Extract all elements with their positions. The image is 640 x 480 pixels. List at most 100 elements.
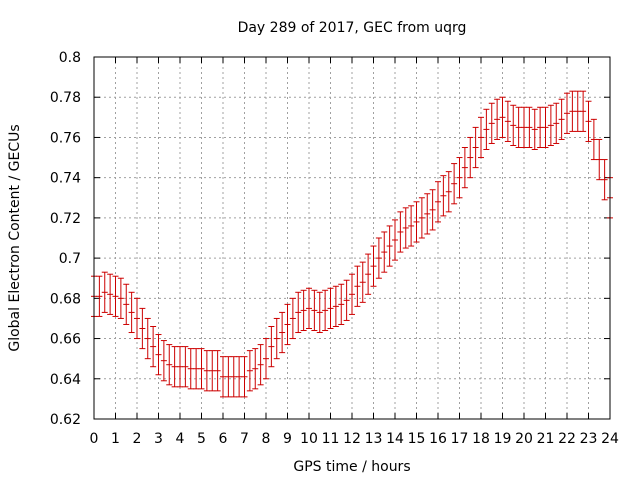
data-point [289, 297, 296, 340]
data-point [300, 289, 307, 332]
y-tick-label: 0.7 [59, 251, 81, 267]
data-point [182, 346, 189, 388]
data-point [273, 317, 280, 360]
y-axis-label: Global Electron Content / GECUs [7, 124, 23, 351]
data-point [311, 289, 318, 332]
x-tick-label: 14 [386, 431, 404, 447]
x-tick-label: 0 [90, 431, 99, 447]
y-tick-label: 0.76 [50, 130, 81, 146]
x-tick-label: 23 [580, 431, 598, 447]
data-point [160, 340, 167, 382]
data-point [564, 92, 570, 134]
data-point [295, 291, 302, 334]
data-point [134, 297, 140, 340]
x-tick-label: 18 [472, 431, 490, 447]
data-point [526, 106, 533, 148]
data-point [203, 350, 210, 392]
data-point [472, 126, 479, 169]
data-point [445, 171, 452, 213]
data-point [279, 311, 286, 354]
data-point [440, 175, 447, 217]
data-point [338, 283, 345, 325]
x-axis-label: GPS time / hours [293, 459, 410, 475]
y-tick-label: 0.66 [50, 332, 81, 348]
data-point [209, 350, 216, 392]
data-point [322, 289, 329, 332]
x-tick-label: 20 [515, 431, 533, 447]
data-point [236, 356, 243, 398]
x-tick-labels: 0 1 2 3 4 5 6 7 8 9 10 11 12 13 14 15 16 17 18 19 20 21 22 23 24 [90, 431, 619, 447]
data-point [504, 100, 511, 142]
data-point [107, 273, 114, 315]
chart-title: Day 289 of 2017, GEC from uqrg [238, 20, 467, 36]
data-point [408, 205, 415, 247]
data-point [494, 98, 501, 140]
data-point [569, 90, 576, 132]
data-point [96, 275, 103, 317]
data-point [547, 104, 554, 146]
data-point [327, 287, 334, 329]
x-tick-label: 19 [494, 431, 512, 447]
data-point [601, 159, 608, 201]
plot-frame [93, 56, 611, 420]
x-tick-label: 10 [300, 431, 318, 447]
x-tick-label: 8 [262, 431, 271, 447]
data-point [268, 325, 275, 368]
data-point [590, 118, 597, 161]
data-point [306, 287, 312, 329]
data-point [596, 138, 603, 181]
y-tick-label: 0.74 [50, 171, 81, 187]
data-point [542, 106, 549, 148]
data-point [359, 261, 366, 303]
data-point [574, 90, 581, 132]
y-tick-label: 0.64 [50, 372, 81, 388]
data-point [451, 163, 458, 205]
data-point [521, 106, 527, 148]
x-tick-label: 11 [322, 431, 340, 447]
x-tick-label: 17 [451, 431, 469, 447]
data-point [499, 96, 506, 138]
data-point [558, 98, 565, 140]
data-point [375, 237, 382, 279]
data-point [332, 285, 339, 327]
data-point [397, 211, 404, 253]
data-point [144, 317, 151, 360]
data-point [515, 106, 522, 148]
data-point [456, 157, 463, 199]
y-tick-label: 0.68 [50, 291, 81, 307]
data-point [510, 104, 517, 146]
x-tick-label: 22 [558, 431, 576, 447]
x-tick-label: 24 [601, 431, 619, 447]
data-point [370, 245, 377, 287]
data-point [531, 108, 538, 151]
x-tick-label: 5 [197, 431, 206, 447]
data-point [343, 279, 350, 321]
data-point [418, 197, 425, 239]
x-tick-label: 4 [176, 431, 185, 447]
axis-ticks [93, 56, 611, 420]
data-point [155, 334, 162, 376]
data-point [580, 90, 587, 132]
data-point [365, 253, 372, 295]
data-point [478, 116, 484, 159]
data-point [381, 231, 388, 273]
data-point [386, 225, 393, 267]
data-point [171, 346, 178, 388]
x-tick-label: 9 [283, 431, 292, 447]
data-point [429, 189, 436, 231]
x-tick-label: 15 [408, 431, 426, 447]
data-point [435, 181, 441, 223]
data-point [354, 265, 361, 307]
y-tick-label: 0.8 [59, 50, 81, 66]
data-point [467, 136, 474, 179]
x-tick-label: 13 [365, 431, 383, 447]
y-tick-labels: 0.62 0.64 0.66 0.68 0.7 0.72 0.74 0.76 0.78 0.8 [50, 50, 81, 428]
data-point [257, 344, 264, 386]
data-point [139, 307, 146, 350]
data-point [483, 108, 490, 151]
data-point [284, 303, 291, 346]
data-point [150, 325, 157, 368]
data-point [424, 193, 431, 235]
x-tick-label: 16 [429, 431, 447, 447]
data-point [230, 356, 237, 398]
